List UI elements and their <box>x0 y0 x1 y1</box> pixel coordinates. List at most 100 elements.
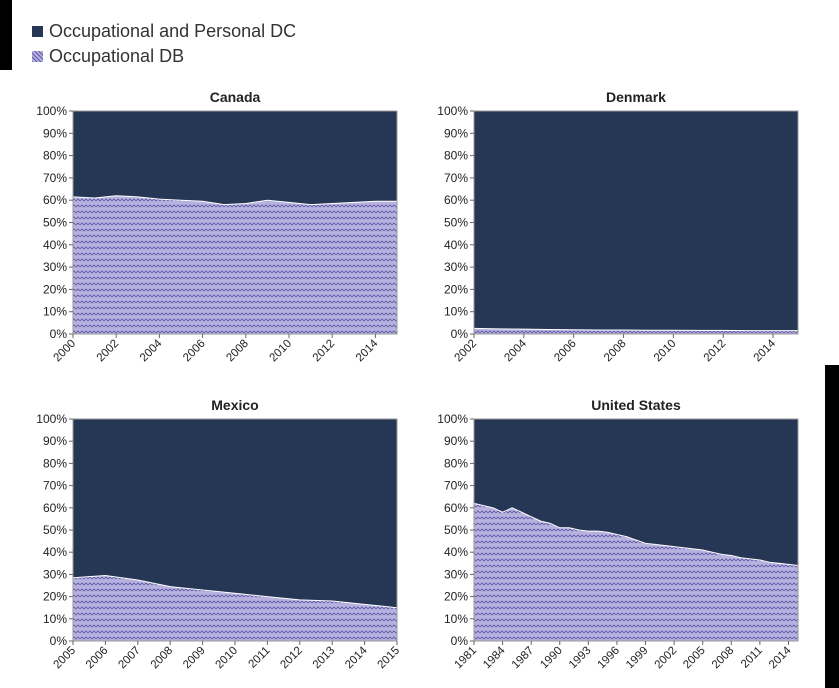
y-tick-label: 20% <box>444 282 468 296</box>
chart-title: Canada <box>210 89 261 105</box>
x-tick-label: 1990 <box>538 645 565 672</box>
y-tick-label: 30% <box>43 260 67 274</box>
series-area-db <box>73 195 397 334</box>
x-tick-label: 2006 <box>181 338 208 365</box>
x-tick-label: 2002 <box>653 645 680 672</box>
series-boundary-line <box>473 327 798 332</box>
x-tick-label: 2010 <box>214 645 241 672</box>
chart-panel-2: Mexico 0% 10% 20% 30% 40% 50% 60% 70% 80% 90% 100% 2… <box>36 397 402 671</box>
series-boundary-line <box>72 575 398 609</box>
x-tick-label: 2010 <box>652 338 679 365</box>
legend-swatch-dc <box>32 26 43 37</box>
y-tick-label: 50% <box>43 523 67 537</box>
y-tick-label: 10% <box>43 612 67 626</box>
x-tick-label: 2004 <box>502 337 529 364</box>
y-tick-label: 10% <box>444 305 468 319</box>
y-tick-label: 90% <box>444 434 468 448</box>
y-tick-label: 70% <box>444 171 468 185</box>
y-tick-label: 10% <box>444 612 468 626</box>
x-tick-label: 1987 <box>510 645 537 672</box>
y-tick-label: 10% <box>43 305 67 319</box>
y-tick-label: 40% <box>444 238 468 252</box>
y-tick-label: 100% <box>36 412 67 426</box>
x-tick-label: 2007 <box>116 645 143 672</box>
x-tick-label: 2008 <box>224 338 251 365</box>
y-tick-label: 50% <box>43 216 67 230</box>
series-boundary-line <box>473 502 799 567</box>
y-tick-label: 90% <box>43 434 67 448</box>
x-tick-label: 2011 <box>247 645 273 671</box>
chart-title: United States <box>591 397 681 413</box>
y-tick-label: 30% <box>444 567 468 581</box>
legend-label-db: Occupational DB <box>49 46 185 66</box>
series-area-dc <box>474 111 798 334</box>
y-tick-label: 50% <box>444 523 468 537</box>
legend-item-db: Occupational DB <box>32 44 296 69</box>
x-tick-label: 2002 <box>95 338 122 365</box>
y-tick-label: 0% <box>50 327 68 341</box>
chart-panel-3: United States 0% 10% 20% 30% 40% 50% 60% 70% 80% 9… <box>437 397 799 672</box>
x-tick-label: 1984 <box>481 644 508 671</box>
y-tick-label: 0% <box>50 634 68 648</box>
x-tick-label: 2008 <box>149 645 176 672</box>
x-tick-label: 1993 <box>567 645 594 672</box>
y-tick-label: 0% <box>451 327 469 341</box>
series-area-db <box>474 503 798 641</box>
x-tick-label: 2012 <box>278 645 305 672</box>
y-tick-label: 80% <box>444 149 468 163</box>
y-tick-label: 100% <box>437 412 468 426</box>
x-tick-label: 2015 <box>376 645 403 672</box>
chart-panel-0: Canada 0% 10% 20% 30% 40% 50% 60% 70% 80% 90% 100% 2… <box>36 89 398 365</box>
y-tick-label: 0% <box>451 634 469 648</box>
x-tick-label: 2005 <box>681 645 708 672</box>
x-tick-label: 2004 <box>138 337 165 364</box>
y-tick-label: 70% <box>43 479 67 493</box>
x-tick-label: 1999 <box>624 645 651 672</box>
legend: Occupational and Personal DC Occupationa… <box>32 19 296 69</box>
x-tick-label: 2012 <box>702 338 729 365</box>
x-tick-label: 2008 <box>710 645 737 672</box>
chart-panel-1: Denmark 0% 10% 20% 30% 40% 50% 60% 70% 80% 90% 100%… <box>437 89 799 365</box>
y-tick-label: 40% <box>43 545 67 559</box>
x-tick-label: 2010 <box>268 338 295 365</box>
x-tick-label: 1996 <box>595 645 622 672</box>
right-edge-bar <box>825 365 839 688</box>
y-tick-label: 80% <box>43 149 67 163</box>
legend-item-dc: Occupational and Personal DC <box>32 19 296 44</box>
x-tick-label: 2005 <box>52 645 79 672</box>
x-tick-label: 2006 <box>84 645 111 672</box>
x-tick-label: 2014 <box>343 644 370 671</box>
left-edge-bar <box>0 0 12 70</box>
y-tick-label: 100% <box>437 104 468 118</box>
y-tick-label: 70% <box>444 479 468 493</box>
x-tick-label: 2014 <box>752 337 779 364</box>
y-tick-label: 30% <box>43 567 67 581</box>
y-tick-label: 50% <box>444 216 468 230</box>
x-tick-label: 2012 <box>311 338 338 365</box>
y-tick-label: 20% <box>444 590 468 604</box>
series-boundary-line <box>72 195 397 206</box>
x-tick-label: 2006 <box>552 338 579 365</box>
y-tick-label: 80% <box>43 456 67 470</box>
y-tick-label: 80% <box>444 456 468 470</box>
x-tick-label: 2011 <box>739 645 765 671</box>
x-tick-label: 2000 <box>52 338 79 365</box>
y-tick-label: 90% <box>444 126 468 140</box>
y-tick-label: 30% <box>444 260 468 274</box>
y-tick-label: 70% <box>43 171 67 185</box>
y-tick-label: 40% <box>444 545 468 559</box>
x-tick-label: 2002 <box>453 338 480 365</box>
y-tick-label: 60% <box>444 501 468 515</box>
chart-title: Denmark <box>606 89 666 105</box>
y-tick-label: 90% <box>43 126 67 140</box>
x-tick-label: 2014 <box>354 337 381 364</box>
legend-label-dc: Occupational and Personal DC <box>49 21 297 41</box>
y-tick-label: 40% <box>43 238 67 252</box>
x-tick-label: 2009 <box>181 645 208 672</box>
y-tick-label: 60% <box>43 501 67 515</box>
x-tick-label: 1981 <box>453 645 480 672</box>
y-tick-label: 60% <box>43 193 67 207</box>
y-tick-label: 60% <box>444 193 468 207</box>
chart-title: Mexico <box>211 397 258 413</box>
